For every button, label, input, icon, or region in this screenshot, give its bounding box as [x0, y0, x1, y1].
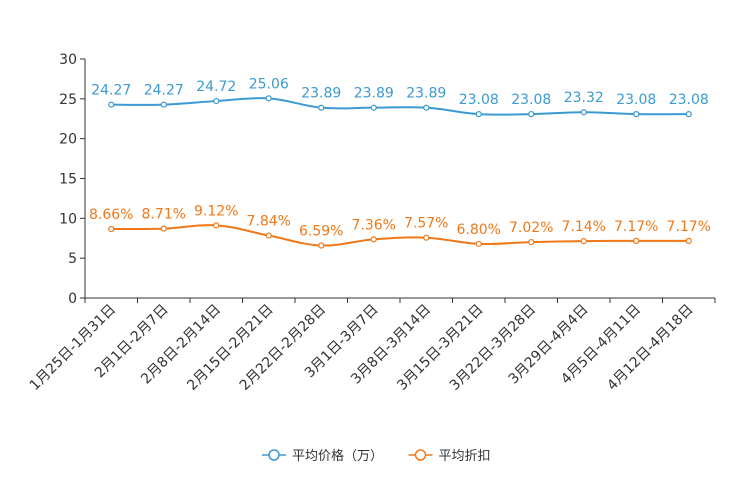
data-label: 23.89 — [301, 86, 341, 102]
data-label: 7.14% — [562, 219, 606, 235]
data-label: 24.72 — [196, 79, 236, 95]
y-tick-label: 30 — [59, 52, 77, 68]
data-label: 24.27 — [144, 83, 184, 99]
data-point — [633, 111, 640, 118]
y-tick-label: 10 — [59, 211, 77, 227]
series-line — [111, 224, 689, 247]
data-point — [423, 104, 430, 111]
data-label: 23.32 — [564, 90, 604, 106]
data-point — [370, 104, 377, 111]
series-1: 8.66% 8.71% 9.12% 7.84% 6.59% 7.36% 7.57% 6.80%… — [89, 203, 711, 249]
legend-label: 平均折扣 — [439, 449, 491, 464]
legend-marker — [268, 449, 280, 461]
legend-marker — [414, 449, 427, 461]
data-label: 23.08 — [669, 92, 709, 108]
data-point — [265, 95, 272, 102]
data-point — [685, 237, 692, 244]
series-layer: 24.27 24.27 24.72 25.06 23.89 23.89 23.89 23.08… — [89, 76, 711, 249]
data-label: 23.08 — [616, 92, 656, 108]
legend-label: 平均价格（万） — [292, 448, 383, 464]
data-label: 9.12% — [194, 203, 238, 219]
x-tick-label: 1月25日-1月31日 — [27, 302, 119, 394]
data-point — [580, 238, 587, 245]
data-point — [633, 237, 640, 244]
data-point — [318, 242, 325, 249]
data-label: 7.17% — [667, 219, 711, 235]
data-label: 23.08 — [459, 92, 499, 108]
data-label: 25.06 — [249, 76, 289, 92]
data-label: 7.17% — [614, 219, 658, 235]
data-label: 6.59% — [299, 223, 343, 239]
data-label: 23.89 — [406, 86, 446, 102]
data-label: 8.66% — [89, 207, 133, 223]
data-label: 6.80% — [457, 222, 501, 238]
data-point — [685, 111, 692, 118]
series-0: 24.27 24.27 24.72 25.06 23.89 23.89 23.89 23.08… — [91, 76, 709, 118]
data-label: 7.36% — [352, 217, 396, 233]
data-point — [475, 111, 482, 118]
y-tick-label: 25 — [59, 92, 77, 108]
legend-item-1: 平均折扣 — [408, 449, 491, 464]
data-point — [528, 238, 535, 246]
data-label: 24.27 — [91, 83, 131, 99]
data-point — [423, 234, 430, 241]
data-label: 8.71% — [142, 207, 186, 223]
data-label: 23.08 — [511, 92, 551, 108]
data-label: 23.89 — [354, 86, 394, 102]
data-label: 7.84% — [247, 214, 291, 230]
y-tick-label: 0 — [68, 291, 77, 307]
legend-item-0: 平均价格（万） — [262, 448, 383, 464]
data-point — [475, 240, 482, 247]
data-point — [528, 111, 535, 118]
data-point — [370, 236, 377, 243]
data-point — [108, 101, 115, 108]
data-point — [213, 97, 220, 105]
data-label: 7.57% — [404, 216, 448, 232]
legend: 平均价格（万） 平均折扣 — [262, 448, 491, 464]
data-point — [108, 225, 115, 233]
data-point — [160, 225, 167, 232]
y-tick-label: 20 — [59, 132, 77, 148]
data-point — [160, 101, 167, 108]
data-point — [580, 109, 587, 116]
data-point — [318, 104, 325, 111]
y-tick-label: 5 — [68, 251, 77, 267]
data-point — [265, 232, 272, 239]
y-tick-label: 15 — [59, 172, 77, 188]
series-line — [111, 97, 689, 116]
data-label: 7.02% — [509, 220, 553, 236]
data-point — [213, 222, 220, 229]
